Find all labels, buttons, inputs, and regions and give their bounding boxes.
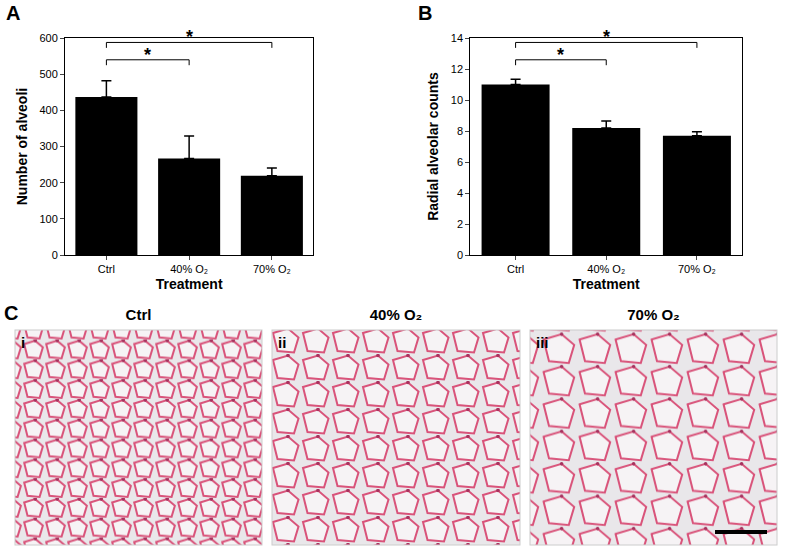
svg-text:300: 300 bbox=[39, 140, 57, 152]
svg-text:70% O₂: 70% O₂ bbox=[678, 263, 716, 275]
svg-text:*: * bbox=[557, 45, 564, 65]
svg-text:C: C bbox=[4, 302, 18, 324]
svg-text:Ctrl: Ctrl bbox=[507, 263, 524, 275]
svg-text:12: 12 bbox=[451, 63, 463, 75]
svg-text:A: A bbox=[6, 2, 20, 24]
svg-text:600: 600 bbox=[39, 32, 57, 44]
svg-text:iii: iii bbox=[536, 334, 549, 351]
svg-text:2: 2 bbox=[457, 218, 463, 230]
svg-text:100: 100 bbox=[39, 213, 57, 225]
svg-text:0: 0 bbox=[52, 249, 58, 261]
svg-text:i: i bbox=[21, 334, 25, 351]
svg-text:6: 6 bbox=[457, 156, 463, 168]
svg-text:B: B bbox=[418, 2, 432, 24]
svg-text:ii: ii bbox=[278, 334, 286, 351]
svg-text:Number of alveoli: Number of alveoli bbox=[14, 88, 30, 205]
svg-text:70% O₂: 70% O₂ bbox=[627, 306, 680, 323]
svg-text:500: 500 bbox=[39, 68, 57, 80]
svg-text:Treatment: Treatment bbox=[156, 276, 223, 292]
svg-text:Ctrl: Ctrl bbox=[98, 263, 115, 275]
svg-text:10: 10 bbox=[451, 94, 463, 106]
svg-text:14: 14 bbox=[451, 32, 463, 44]
svg-text:Radial alveolar counts: Radial alveolar counts bbox=[425, 72, 441, 221]
svg-text:Treatment: Treatment bbox=[573, 276, 640, 292]
svg-text:40% O₂: 40% O₂ bbox=[170, 263, 208, 275]
svg-text:400: 400 bbox=[39, 104, 57, 116]
svg-text:70% O₂: 70% O₂ bbox=[253, 263, 291, 275]
svg-text:8: 8 bbox=[457, 125, 463, 137]
svg-text:Ctrl: Ctrl bbox=[126, 306, 152, 323]
svg-text:40% O₂: 40% O₂ bbox=[370, 306, 423, 323]
svg-text:*: * bbox=[603, 27, 610, 47]
svg-text:*: * bbox=[186, 27, 193, 47]
svg-text:*: * bbox=[144, 45, 151, 65]
svg-text:0: 0 bbox=[457, 249, 463, 261]
svg-text:200: 200 bbox=[39, 177, 57, 189]
svg-text:4: 4 bbox=[457, 187, 463, 199]
svg-text:40% O₂: 40% O₂ bbox=[587, 263, 625, 275]
